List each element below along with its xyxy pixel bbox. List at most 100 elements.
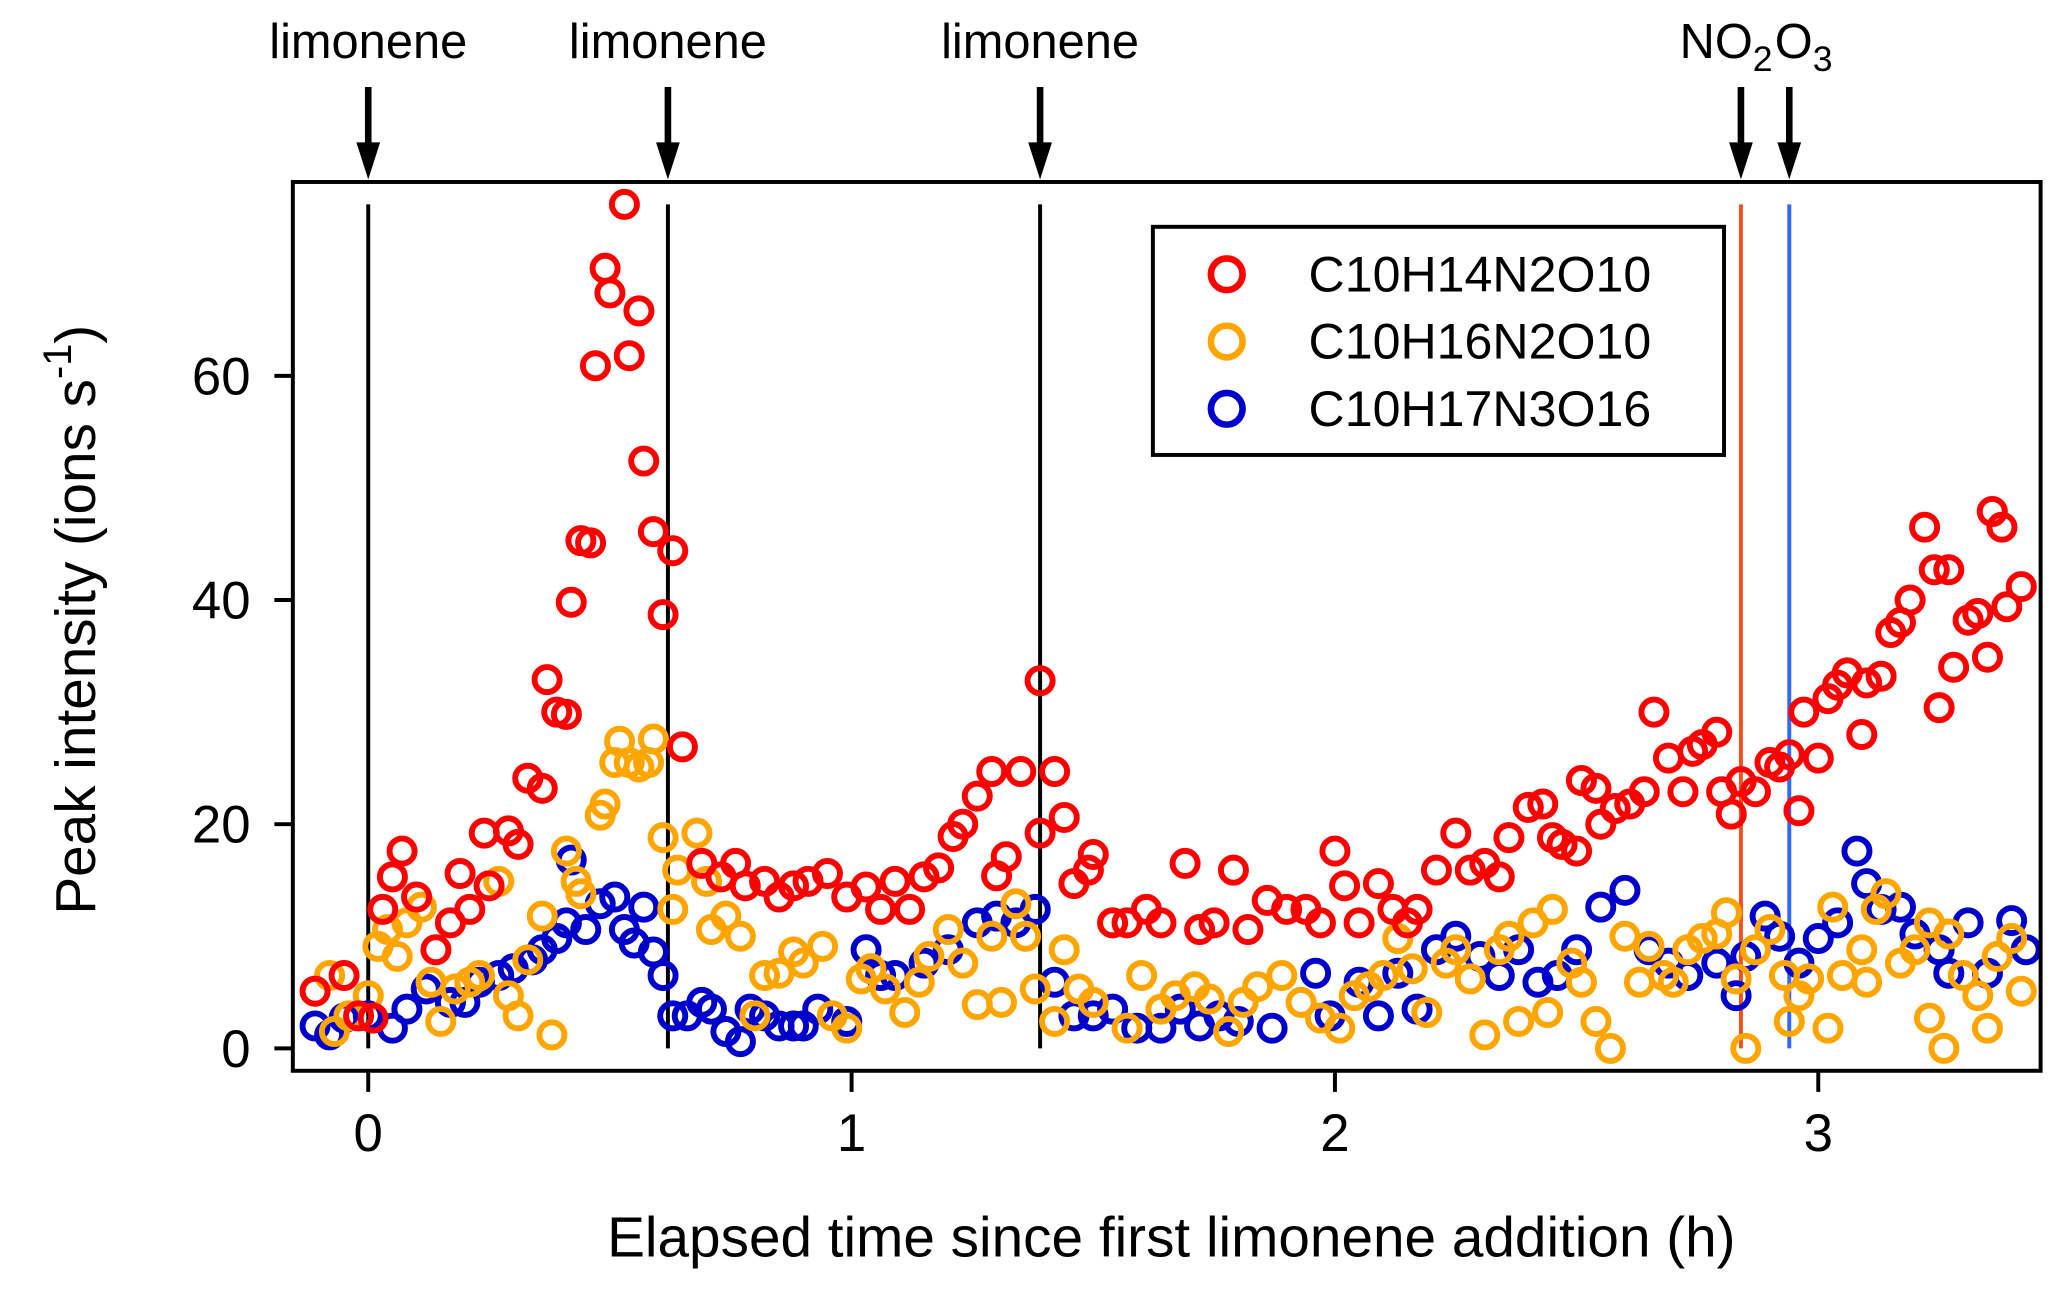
- data-point: [1454, 854, 1486, 886]
- data-point: [850, 871, 882, 903]
- data-point: [1918, 554, 1950, 586]
- data-point: [628, 891, 660, 923]
- data-point: [468, 817, 500, 849]
- data-point: [2005, 571, 2037, 603]
- data-point: [599, 881, 631, 913]
- data-point: [1962, 597, 1994, 629]
- data-point: [879, 865, 911, 897]
- data-point: [1933, 957, 1965, 989]
- event-label: limonene: [269, 15, 467, 69]
- data-point: [1865, 660, 1897, 692]
- data-point: [1851, 966, 1883, 998]
- y-tick-label: 20: [192, 796, 251, 855]
- data-point: [831, 1012, 863, 1044]
- data-point: [1899, 934, 1931, 966]
- data-point: [710, 900, 742, 932]
- data-point: [1324, 1012, 1356, 1044]
- data-point: [1000, 888, 1032, 920]
- data-point: [724, 1026, 756, 1058]
- data-point: [976, 920, 1008, 952]
- arrow-head-icon: [1729, 142, 1753, 180]
- data-point: [1440, 817, 1472, 849]
- x-axis-label: Elapsed time since first limonene additi…: [607, 1207, 1735, 1270]
- data-point: [1667, 776, 1699, 808]
- data-point: [502, 828, 534, 860]
- data-point: [637, 516, 669, 548]
- data-point: [637, 723, 669, 755]
- data-point: [855, 953, 887, 985]
- data-point: [1304, 907, 1336, 939]
- data-point: [1652, 742, 1684, 774]
- data-point: [1710, 897, 1742, 929]
- data-point: [778, 870, 810, 902]
- data-point: [1213, 1016, 1245, 1048]
- data-point: [729, 870, 761, 902]
- data-point: [1232, 914, 1264, 946]
- data-point: [1933, 918, 1965, 950]
- x-axis: 0 1 2 3: [354, 1070, 1833, 1163]
- data-point: [961, 780, 993, 812]
- data-point: [575, 527, 607, 559]
- data-point: [976, 756, 1008, 788]
- data-point: [1039, 1005, 1071, 1037]
- data-point: [1024, 665, 1056, 697]
- data-point: [565, 878, 597, 910]
- data-point: [1628, 776, 1660, 808]
- data-point: [1841, 835, 1873, 867]
- event-label-text: O: [1775, 15, 1813, 69]
- data-point: [1024, 817, 1056, 849]
- data-point: [990, 841, 1022, 873]
- data-point: [647, 599, 679, 631]
- data-point: [1594, 1032, 1626, 1064]
- data-point: [444, 858, 476, 890]
- x-tick-label: 3: [1804, 1104, 1833, 1163]
- data-point: [1802, 923, 1834, 955]
- data-point: [1536, 893, 1568, 925]
- legend-marker: [1207, 389, 1246, 428]
- data-point: [1005, 756, 1037, 788]
- data-point: [811, 858, 843, 890]
- data-point: [947, 808, 979, 840]
- data-point: [357, 1002, 389, 1034]
- data-point: [913, 940, 945, 972]
- data-point: [1846, 934, 1878, 966]
- data-point: [1783, 795, 1815, 827]
- data-point: [1599, 793, 1631, 825]
- data-point: [376, 861, 408, 893]
- data-point: [1440, 934, 1472, 966]
- data-point: [1909, 511, 1941, 543]
- data-point: [1145, 1012, 1177, 1044]
- data-point: [1686, 923, 1718, 955]
- data-point: [1382, 957, 1414, 989]
- data-point: [1715, 798, 1747, 830]
- y-tick-label: 0: [221, 1020, 250, 1079]
- data-point: [1585, 808, 1617, 840]
- event-label-subscript: 2: [1753, 39, 1773, 79]
- data-point: [589, 788, 621, 820]
- data-point: [1754, 914, 1786, 946]
- data-point: [657, 1000, 689, 1032]
- data-point: [869, 973, 901, 1005]
- data-point: [1720, 963, 1752, 995]
- legend-label: C10H16N2O10: [1309, 314, 1652, 370]
- data-point: [1285, 986, 1317, 1018]
- data-point: [1401, 893, 1433, 925]
- data-point: [1826, 960, 1858, 992]
- legend: C10H14N2O10 C10H16N2O10 C10H17N3O16: [1150, 224, 1727, 457]
- data-point: [299, 975, 331, 1007]
- data-point: [1947, 960, 1979, 992]
- data-point: [623, 295, 655, 327]
- data-point: [343, 1000, 375, 1032]
- data-point: [961, 989, 993, 1021]
- data-point: [1532, 997, 1564, 1028]
- data-point: [1527, 788, 1559, 820]
- arrow-head-icon: [1777, 142, 1802, 180]
- data-point: [778, 1010, 810, 1042]
- data-point: [1773, 739, 1805, 771]
- data-point: [1609, 874, 1641, 906]
- data-point: [1343, 907, 1375, 939]
- data-point: [1048, 801, 1080, 833]
- data-point: [1846, 719, 1878, 751]
- data-point: [724, 920, 756, 952]
